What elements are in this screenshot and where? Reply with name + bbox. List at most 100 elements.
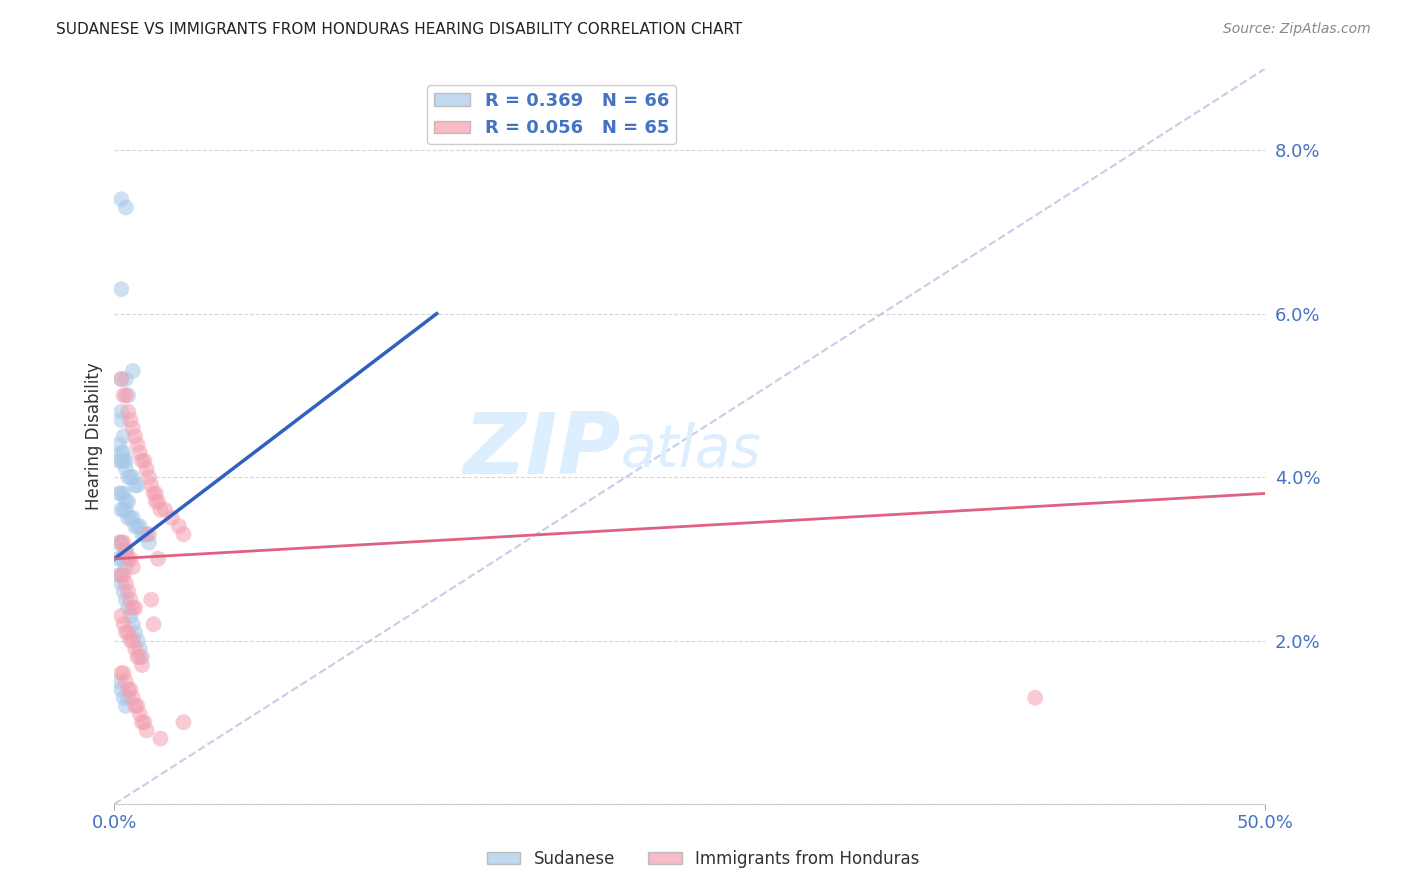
Point <box>112 551 135 566</box>
Point <box>112 503 135 517</box>
Point <box>124 698 146 713</box>
Text: SUDANESE VS IMMIGRANTS FROM HONDURAS HEARING DISABILITY CORRELATION CHART: SUDANESE VS IMMIGRANTS FROM HONDURAS HEA… <box>56 22 742 37</box>
Point <box>115 454 138 468</box>
Legend: Sudanese, Immigrants from Honduras: Sudanese, Immigrants from Honduras <box>479 844 927 875</box>
Point <box>138 470 160 484</box>
Point <box>110 568 132 582</box>
Point <box>121 617 143 632</box>
Point <box>117 470 139 484</box>
Point <box>146 494 169 508</box>
Point <box>138 527 160 541</box>
Point <box>134 454 156 468</box>
Point <box>115 543 138 558</box>
Point <box>124 625 146 640</box>
Point <box>160 511 183 525</box>
Point <box>138 535 160 549</box>
Point <box>121 470 143 484</box>
Point <box>134 527 156 541</box>
Point <box>115 388 138 402</box>
Point <box>131 454 153 468</box>
Point <box>131 649 153 664</box>
Point <box>108 437 131 451</box>
Point <box>124 519 146 533</box>
Point <box>117 690 139 705</box>
Point <box>127 519 149 533</box>
Point <box>172 715 194 730</box>
Point <box>121 600 143 615</box>
Point <box>115 698 138 713</box>
Legend: R = 0.369   N = 66, R = 0.056   N = 65: R = 0.369 N = 66, R = 0.056 N = 65 <box>427 85 676 145</box>
Point <box>108 568 131 582</box>
Point <box>124 429 146 443</box>
Point <box>167 519 190 533</box>
Point <box>110 413 132 427</box>
Point <box>112 543 135 558</box>
Point <box>110 192 132 206</box>
Y-axis label: Hearing Disability: Hearing Disability <box>86 362 103 510</box>
Point <box>153 503 176 517</box>
Point <box>145 494 167 508</box>
Text: ZIP: ZIP <box>463 409 621 492</box>
Point <box>121 511 143 525</box>
Point <box>110 535 132 549</box>
Point <box>115 462 138 476</box>
Point <box>110 486 132 500</box>
Point <box>172 527 194 541</box>
Point <box>115 592 138 607</box>
Point <box>120 592 142 607</box>
Point <box>120 511 142 525</box>
Point <box>128 707 150 722</box>
Point <box>110 454 132 468</box>
Text: Source: ZipAtlas.com: Source: ZipAtlas.com <box>1223 22 1371 37</box>
Point <box>121 421 143 435</box>
Point <box>120 682 142 697</box>
Point <box>110 372 132 386</box>
Point <box>110 609 132 624</box>
Point <box>142 617 165 632</box>
Point <box>115 674 138 689</box>
Point <box>110 503 132 517</box>
Point <box>110 372 132 386</box>
Point <box>120 551 142 566</box>
Point <box>112 690 135 705</box>
Point <box>115 372 138 386</box>
Point <box>124 478 146 492</box>
Point <box>112 454 135 468</box>
Point <box>117 625 139 640</box>
Point <box>112 584 135 599</box>
Point <box>117 682 139 697</box>
Point <box>141 592 163 607</box>
Point <box>108 551 131 566</box>
Point <box>127 478 149 492</box>
Point <box>149 731 172 746</box>
Point <box>128 445 150 459</box>
Point <box>117 584 139 599</box>
Point <box>120 470 142 484</box>
Point <box>108 486 131 500</box>
Point <box>121 690 143 705</box>
Point <box>135 723 157 738</box>
Point <box>115 576 138 591</box>
Point <box>117 405 139 419</box>
Point <box>120 633 142 648</box>
Point <box>108 674 131 689</box>
Point <box>124 600 146 615</box>
Point <box>120 609 142 624</box>
Point <box>110 682 132 697</box>
Point <box>131 527 153 541</box>
Point <box>112 666 135 681</box>
Text: atlas: atlas <box>621 423 762 480</box>
Point <box>117 511 139 525</box>
Point <box>110 445 132 459</box>
Point <box>127 437 149 451</box>
Point <box>110 405 132 419</box>
Point <box>115 503 138 517</box>
Point <box>127 633 149 648</box>
Point <box>146 551 169 566</box>
Point <box>115 560 138 574</box>
Point <box>112 388 135 402</box>
Point <box>112 617 135 632</box>
Point <box>120 413 142 427</box>
Point <box>128 649 150 664</box>
Point <box>108 454 131 468</box>
